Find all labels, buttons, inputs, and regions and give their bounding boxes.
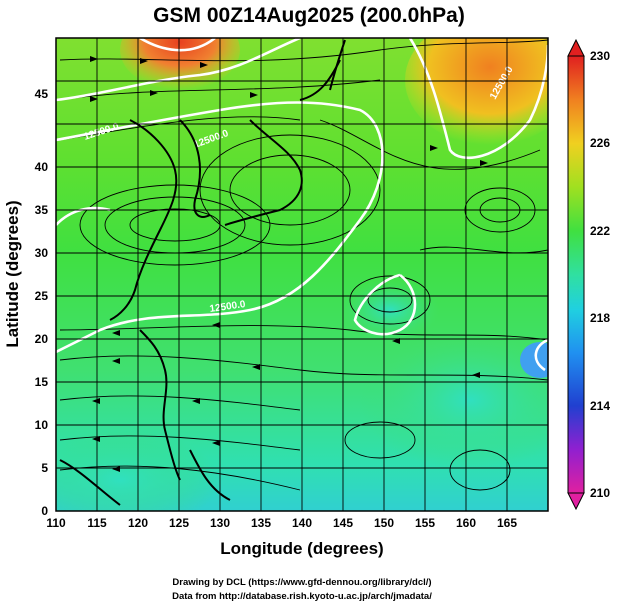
colorbar-tick-label: 222 xyxy=(590,224,610,238)
cool-area-south xyxy=(56,430,220,511)
y-tick-label: 45 xyxy=(35,87,49,101)
chart-title: GSM 00Z14Aug2025 (200.0hPa) xyxy=(153,4,465,27)
y-axis-ticks: 0 5 10 15 20 25 30 35 40 45 xyxy=(35,87,49,518)
x-tick-label: 150 xyxy=(374,516,394,530)
colorbar-tick-label: 214 xyxy=(590,399,610,413)
colorbar-max-triangle xyxy=(567,38,585,57)
warm-core-northwest xyxy=(120,38,240,90)
x-tick-label: 155 xyxy=(415,516,435,530)
height-contours xyxy=(56,38,548,372)
y-tick-label: 30 xyxy=(35,246,49,260)
x-tick-label: 110 xyxy=(46,516,66,530)
y-tick-label: 15 xyxy=(35,375,49,389)
y-tick-label: 40 xyxy=(35,160,49,174)
x-tick-label: 160 xyxy=(456,516,476,530)
y-tick-label: 20 xyxy=(35,332,49,346)
colorbar-tick-label: 218 xyxy=(590,311,610,325)
x-tick-label: 115 xyxy=(87,516,107,530)
x-axis-ticks: 110 115 120 125 130 135 140 145 150 155 … xyxy=(46,516,517,530)
x-tick-label: 145 xyxy=(333,516,353,530)
coastlines xyxy=(59,39,346,506)
x-tick-label: 120 xyxy=(128,516,148,530)
y-tick-label: 35 xyxy=(35,203,49,217)
cool-area-east xyxy=(520,342,548,378)
y-tick-label: 5 xyxy=(41,461,48,475)
y-tick-label: 25 xyxy=(35,289,49,303)
credit-drawing: Drawing by DCL (https://www.gfd-dennou.o… xyxy=(172,577,431,588)
x-tick-label: 125 xyxy=(169,516,189,530)
x-tick-label: 140 xyxy=(292,516,312,530)
cool-area-southeast xyxy=(360,330,548,470)
x-tick-label: 130 xyxy=(210,516,230,530)
colorbar-min-triangle xyxy=(567,492,585,511)
y-axis-title: Latitude (degrees) xyxy=(3,200,22,347)
colorbar-gradient xyxy=(567,55,585,494)
colorbar-tick-label: 230 xyxy=(590,49,610,63)
colorbar-tick-label: 226 xyxy=(590,136,610,150)
y-tick-label: 10 xyxy=(35,418,49,432)
x-tick-label: 135 xyxy=(251,516,271,530)
y-tick-label: 0 xyxy=(41,504,48,518)
colorbar-tick-label: 210 xyxy=(590,486,610,500)
contour-label: 12500.0 xyxy=(209,299,247,315)
lat-lon-grid xyxy=(56,38,548,511)
x-tick-label: 165 xyxy=(497,516,517,530)
x-axis-title: Longitude (degrees) xyxy=(220,539,383,558)
colorbar: 230 226 222 218 214 210 xyxy=(567,38,610,511)
credit-data: Data from http://database.rish.kyoto-u.a… xyxy=(172,591,432,602)
plot-frame xyxy=(55,37,549,512)
plot-area: 12500.0 12500.0 12500.0 12500.0 xyxy=(56,38,548,511)
flow-arrows xyxy=(90,56,488,472)
